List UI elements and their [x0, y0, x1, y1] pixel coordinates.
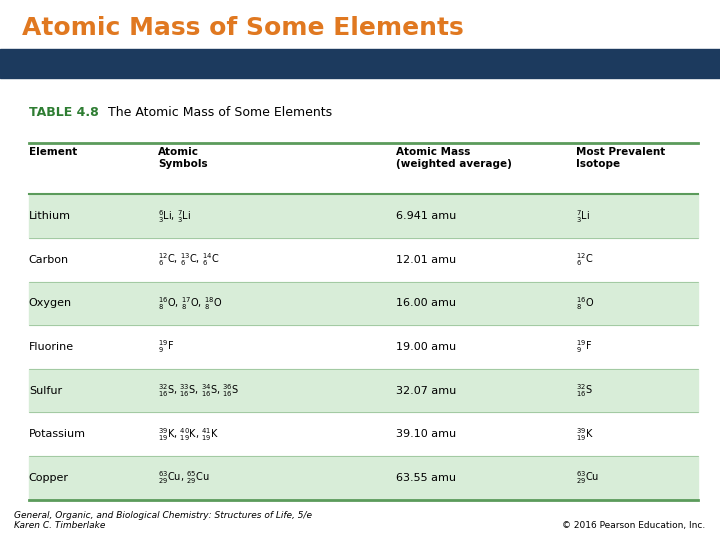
Text: Copper: Copper [29, 472, 69, 483]
Text: 6.941 amu: 6.941 amu [396, 211, 456, 221]
Text: © 2016 Pearson Education, Inc.: © 2016 Pearson Education, Inc. [562, 521, 706, 530]
Text: $^{16}_{8}$O, $^{17}_{8}$O, $^{18}_{8}$O: $^{16}_{8}$O, $^{17}_{8}$O, $^{18}_{8}$O [158, 295, 222, 312]
Bar [29, 281, 698, 325]
Text: Most Prevalent
Isotope: Most Prevalent Isotope [576, 147, 665, 169]
Text: Carbon: Carbon [29, 255, 69, 265]
Text: Atomic Mass of Some Elements: Atomic Mass of Some Elements [22, 16, 464, 40]
Text: 32.07 amu: 32.07 amu [396, 386, 456, 395]
Text: $^{16}_{8}$O: $^{16}_{8}$O [576, 295, 594, 312]
Text: $^{32}_{16}$S: $^{32}_{16}$S [576, 382, 593, 399]
Text: $^{63}_{29}$Cu: $^{63}_{29}$Cu [576, 469, 599, 486]
Bar [29, 369, 698, 413]
Text: Fluorine: Fluorine [29, 342, 74, 352]
Text: Oxygen: Oxygen [29, 299, 72, 308]
Text: $^{12}_{6}$C, $^{13}_{6}$C, $^{14}_{6}$C: $^{12}_{6}$C, $^{13}_{6}$C, $^{14}_{6}$C [158, 252, 220, 268]
Text: $^{7}_{3}$Li: $^{7}_{3}$Li [576, 208, 590, 225]
Text: The Atomic Mass of Some Elements: The Atomic Mass of Some Elements [104, 106, 333, 119]
Text: $^{39}_{19}$K: $^{39}_{19}$K [576, 426, 594, 442]
Text: 19.00 amu: 19.00 amu [396, 342, 456, 352]
Bar [29, 456, 698, 500]
Text: $^{63}_{29}$Cu, $^{65}_{29}$Cu: $^{63}_{29}$Cu, $^{65}_{29}$Cu [158, 469, 210, 486]
Bar [29, 194, 698, 238]
Text: Atomic
Symbols: Atomic Symbols [158, 147, 208, 169]
Text: 63.55 amu: 63.55 amu [396, 472, 456, 483]
Text: 39.10 amu: 39.10 amu [396, 429, 456, 439]
Text: General, Organic, and Biological Chemistry: Structures of Life, 5/e
Karen C. Tim: General, Organic, and Biological Chemist… [14, 511, 312, 530]
Text: $^{32}_{16}$S, $^{33}_{16}$S, $^{34}_{16}$S, $^{36}_{16}$S: $^{32}_{16}$S, $^{33}_{16}$S, $^{34}_{16… [158, 382, 240, 399]
Text: $^{19}_{9}$F: $^{19}_{9}$F [576, 339, 592, 355]
Text: Atomic Mass
(weighted average): Atomic Mass (weighted average) [396, 147, 512, 169]
Text: $^{6}_{3}$Li, $^{7}_{3}$Li: $^{6}_{3}$Li, $^{7}_{3}$Li [158, 208, 192, 225]
Text: TABLE 4.8: TABLE 4.8 [29, 106, 99, 119]
Text: Lithium: Lithium [29, 211, 71, 221]
Text: 12.01 amu: 12.01 amu [396, 255, 456, 265]
Text: $^{12}_{6}$C: $^{12}_{6}$C [576, 252, 593, 268]
Text: $^{19}_{9}$F: $^{19}_{9}$F [158, 339, 174, 355]
Text: Element: Element [29, 147, 77, 158]
Text: Potassium: Potassium [29, 429, 86, 439]
Text: 16.00 amu: 16.00 amu [396, 299, 456, 308]
Text: $^{39}_{19}$K, $^{40}_{19}$K, $^{41}_{19}$K: $^{39}_{19}$K, $^{40}_{19}$K, $^{41}_{19… [158, 426, 220, 442]
Bar [0, 49, 720, 78]
Text: Sulfur: Sulfur [29, 386, 62, 395]
